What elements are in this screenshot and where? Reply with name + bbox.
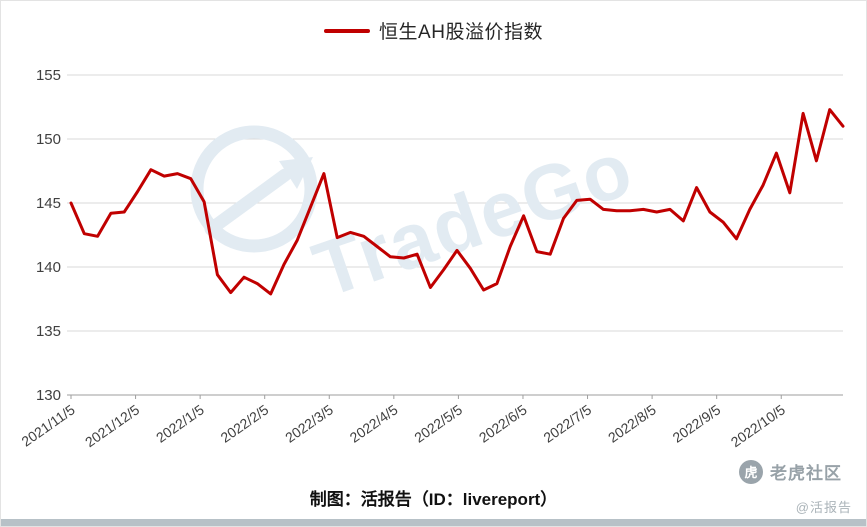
chart-caption: 制图：活报告（ID：livereport） (309, 490, 558, 509)
svg-text:155: 155 (36, 67, 61, 84)
legend-label: 恒生AH股溢价指数 (379, 22, 543, 43)
svg-text:2022/9/5: 2022/9/5 (670, 401, 724, 445)
bottom-strip (1, 519, 866, 526)
svg-text:2022/1/5: 2022/1/5 (153, 401, 207, 445)
svg-text:135: 135 (36, 323, 61, 340)
svg-text:2021/12/5: 2021/12/5 (82, 401, 142, 450)
svg-text:2022/8/5: 2022/8/5 (605, 401, 659, 445)
chart-legend: 恒生AH股溢价指数 (1, 17, 866, 44)
line-chart: 130 135 140 145 150 155 TradeGo 2021/11/5 2021/1… (18, 67, 845, 450)
svg-text:2022/4/5: 2022/4/5 (347, 401, 401, 445)
community-label: 老虎社区 (770, 464, 842, 483)
svg-text:TradeGo: TradeGo (303, 123, 644, 314)
svg-text:2022/7/5: 2022/7/5 (540, 401, 594, 445)
svg-text:140: 140 (36, 259, 61, 276)
tiger-icon: 虎 (739, 459, 763, 484)
svg-text:2022/10/5: 2022/10/5 (728, 401, 788, 450)
svg-text:2021/11/5: 2021/11/5 (18, 401, 78, 449)
community-badge: 虎 老虎社区 (739, 459, 842, 484)
legend-line-swatch (324, 28, 371, 33)
svg-text:2022/6/5: 2022/6/5 (476, 401, 530, 445)
svg-text:2022/2/5: 2022/2/5 (218, 401, 272, 445)
svg-text:2022/5/5: 2022/5/5 (411, 401, 465, 445)
author-handle: @活报告 (795, 500, 852, 515)
svg-text:145: 145 (36, 195, 61, 212)
svg-text:130: 130 (36, 387, 61, 404)
svg-text:150: 150 (36, 131, 61, 148)
svg-text:2022/3/5: 2022/3/5 (282, 401, 336, 445)
